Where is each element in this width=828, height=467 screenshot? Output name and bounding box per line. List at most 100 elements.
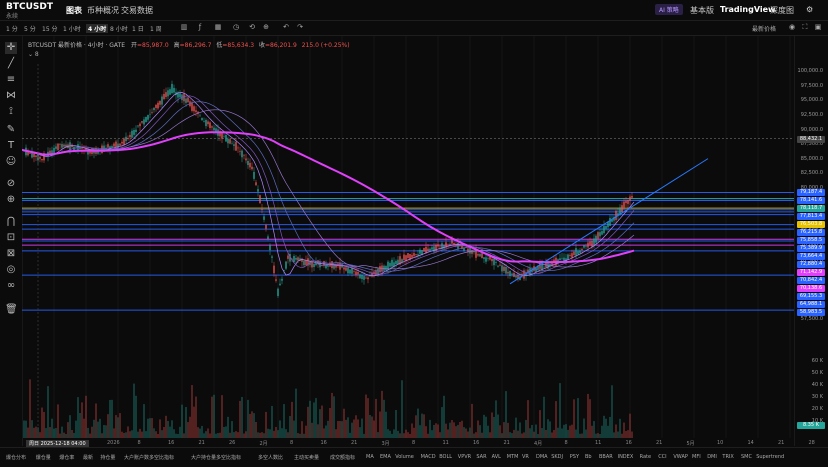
timeframe-1h[interactable]: 1 小时: [63, 26, 81, 33]
price-level-tag[interactable]: 73,664.4: [797, 253, 825, 261]
symbol-title[interactable]: BTCUSDT: [6, 2, 54, 12]
depth-chart-button[interactable]: 深度图: [770, 6, 794, 15]
price-level-tag[interactable]: 75,858.5: [797, 237, 825, 245]
indicator-item[interactable]: SMC: [741, 454, 752, 460]
indicator-item[interactable]: INDEX: [617, 454, 634, 460]
price-level-tag[interactable]: 69,155.3: [797, 293, 825, 301]
indicator-item[interactable]: AVL: [491, 454, 501, 460]
timeframe-1w[interactable]: 1 周: [150, 26, 162, 33]
lock2-icon[interactable]: ⊠: [6, 248, 16, 259]
indicator-item[interactable]: BOLL: [439, 454, 453, 460]
timeframe-15m[interactable]: 15 分: [42, 26, 58, 33]
price-level-tag[interactable]: 76,503.8: [797, 221, 825, 229]
collapse-indicators-icon[interactable]: ⌄ 8: [28, 51, 39, 58]
price-level-tag[interactable]: 76,215.8: [797, 229, 825, 237]
timeframe-8h[interactable]: 8 小时: [110, 26, 128, 33]
timeframe-4h[interactable]: 4 小时: [86, 24, 109, 33]
indicator-item[interactable]: 爆仓率: [59, 455, 75, 461]
moving-average-line[interactable]: [22, 95, 635, 275]
indicator-item[interactable]: MFI: [692, 454, 701, 460]
link-icon[interactable]: ∞: [6, 280, 16, 291]
price-level-tag[interactable]: 72,880.4: [797, 261, 825, 269]
indicator-item[interactable]: PSY: [569, 454, 580, 460]
price-level-tag[interactable]: 77,813.4: [797, 213, 825, 221]
trash-icon[interactable]: 🗑: [5, 304, 18, 315]
indicator-item[interactable]: VR: [522, 454, 529, 460]
indicator-item[interactable]: 大户持仓量多空比指标: [191, 455, 242, 461]
indicator-item[interactable]: VPVR: [457, 454, 472, 460]
indicator-item[interactable]: 成交额指标: [330, 455, 356, 461]
indicator-item[interactable]: DMA: [536, 454, 548, 460]
indicator-item[interactable]: 多空人数比: [258, 455, 284, 461]
replay-icon[interactable]: ⟲: [249, 23, 255, 31]
price-axis[interactable]: 100,000.0 97,500.0 95,000.0 92,500.0 90,000.…: [794, 36, 828, 446]
tab-chart[interactable]: 图表: [66, 6, 82, 15]
settings-icon[interactable]: ⚙: [806, 5, 814, 14]
indicator-item[interactable]: BBAR: [599, 454, 613, 460]
indicator-item[interactable]: 持仓量: [100, 455, 116, 461]
cross-icon[interactable]: ✛: [5, 42, 17, 54]
candle-type-icon[interactable]: ▥: [180, 23, 188, 31]
layout-icon[interactable]: ▣: [814, 23, 822, 31]
price-level-tag[interactable]: 79,187.4: [797, 189, 825, 197]
moving-average-line[interactable]: [22, 92, 635, 277]
indicator-icon[interactable]: ƒ: [198, 23, 202, 31]
tab-coin-overview[interactable]: 币种概况: [87, 6, 119, 15]
price-level-tag[interactable]: 58,983.5: [797, 309, 825, 317]
price-chart[interactable]: [22, 36, 794, 446]
trend-line-icon[interactable]: ╱: [7, 58, 15, 69]
ai-strategy-badge[interactable]: AI 策略: [655, 4, 683, 15]
indicator-item[interactable]: CCI: [658, 454, 667, 460]
alert-icon[interactable]: ◷: [232, 23, 240, 31]
indicator-item[interactable]: 最新: [83, 455, 94, 461]
price-mode-select[interactable]: 最新价格: [752, 26, 777, 33]
price-level-tag[interactable]: 75,389.9: [797, 245, 825, 253]
indicator-item[interactable]: Supertrend: [756, 454, 785, 460]
timeframe-1d[interactable]: 1 日: [132, 26, 144, 33]
indicator-item[interactable]: MA: [366, 454, 374, 460]
eye-icon[interactable]: ◎: [6, 264, 16, 275]
indicator-item[interactable]: SAR: [476, 454, 487, 460]
basic-version-button[interactable]: 基本版: [690, 6, 714, 15]
camera-icon[interactable]: ◉: [788, 23, 796, 31]
indicator-item[interactable]: Rate: [639, 454, 652, 460]
fullscreen-icon[interactable]: ⛶: [802, 23, 808, 31]
fib-icon[interactable]: ≡: [6, 74, 16, 85]
indicator-item[interactable]: TRIX: [722, 454, 734, 460]
undo-icon[interactable]: ↶: [283, 23, 289, 31]
price-level-tag[interactable]: 70,842.4: [797, 277, 825, 285]
zoom-icon[interactable]: ⊕: [6, 194, 16, 205]
indicator-item[interactable]: SKDJ: [551, 454, 563, 460]
indicator-item[interactable]: EMA: [380, 454, 391, 460]
indicator-item[interactable]: VWAP: [673, 454, 688, 460]
timeframe-1m[interactable]: 1 分: [6, 26, 18, 33]
indicator-item[interactable]: MACD: [420, 454, 436, 460]
indicator-item[interactable]: 爆仓分布: [6, 455, 27, 461]
price-level-tag[interactable]: 64,988.1: [797, 301, 825, 309]
emoji-icon[interactable]: ☺: [5, 156, 17, 167]
tradingview-button[interactable]: TradingView: [720, 5, 776, 14]
tab-trade-data[interactable]: 交易数据: [121, 6, 153, 15]
indicator-item[interactable]: 大户账户数多空比指标: [124, 455, 175, 461]
redo-icon[interactable]: ↷: [297, 23, 303, 31]
indicator-item[interactable]: Bb: [585, 454, 592, 460]
pattern-icon[interactable]: ⋈: [6, 90, 16, 101]
indicator-item[interactable]: 爆仓量: [35, 455, 51, 461]
indicator-item[interactable]: MTM: [506, 454, 519, 460]
add-icon[interactable]: ⊕: [263, 23, 269, 31]
ruler-icon[interactable]: ⊘: [6, 178, 16, 189]
template-icon[interactable]: ▦: [214, 23, 222, 31]
price-level-tag[interactable]: 78,118.7: [797, 205, 825, 213]
magnet-icon[interactable]: ⋂: [6, 216, 16, 227]
timeframe-5m[interactable]: 5 分: [24, 26, 36, 33]
price-level-tag[interactable]: 70,138.6: [797, 285, 825, 293]
indicator-item[interactable]: 主动买卖量: [294, 455, 320, 461]
trend-line[interactable]: [509, 158, 709, 285]
indicator-item[interactable]: DMI: [707, 454, 717, 460]
price-level-tag[interactable]: 78,141.6: [797, 197, 825, 205]
lock-icon[interactable]: ⊡: [6, 232, 16, 243]
text-icon[interactable]: T: [7, 140, 15, 151]
measure-icon[interactable]: ⟟: [9, 106, 13, 117]
indicator-item[interactable]: Volume: [395, 454, 414, 460]
moving-average-line[interactable]: [22, 131, 635, 264]
